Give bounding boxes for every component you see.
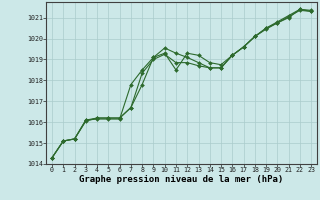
X-axis label: Graphe pression niveau de la mer (hPa): Graphe pression niveau de la mer (hPa) [79, 175, 284, 184]
